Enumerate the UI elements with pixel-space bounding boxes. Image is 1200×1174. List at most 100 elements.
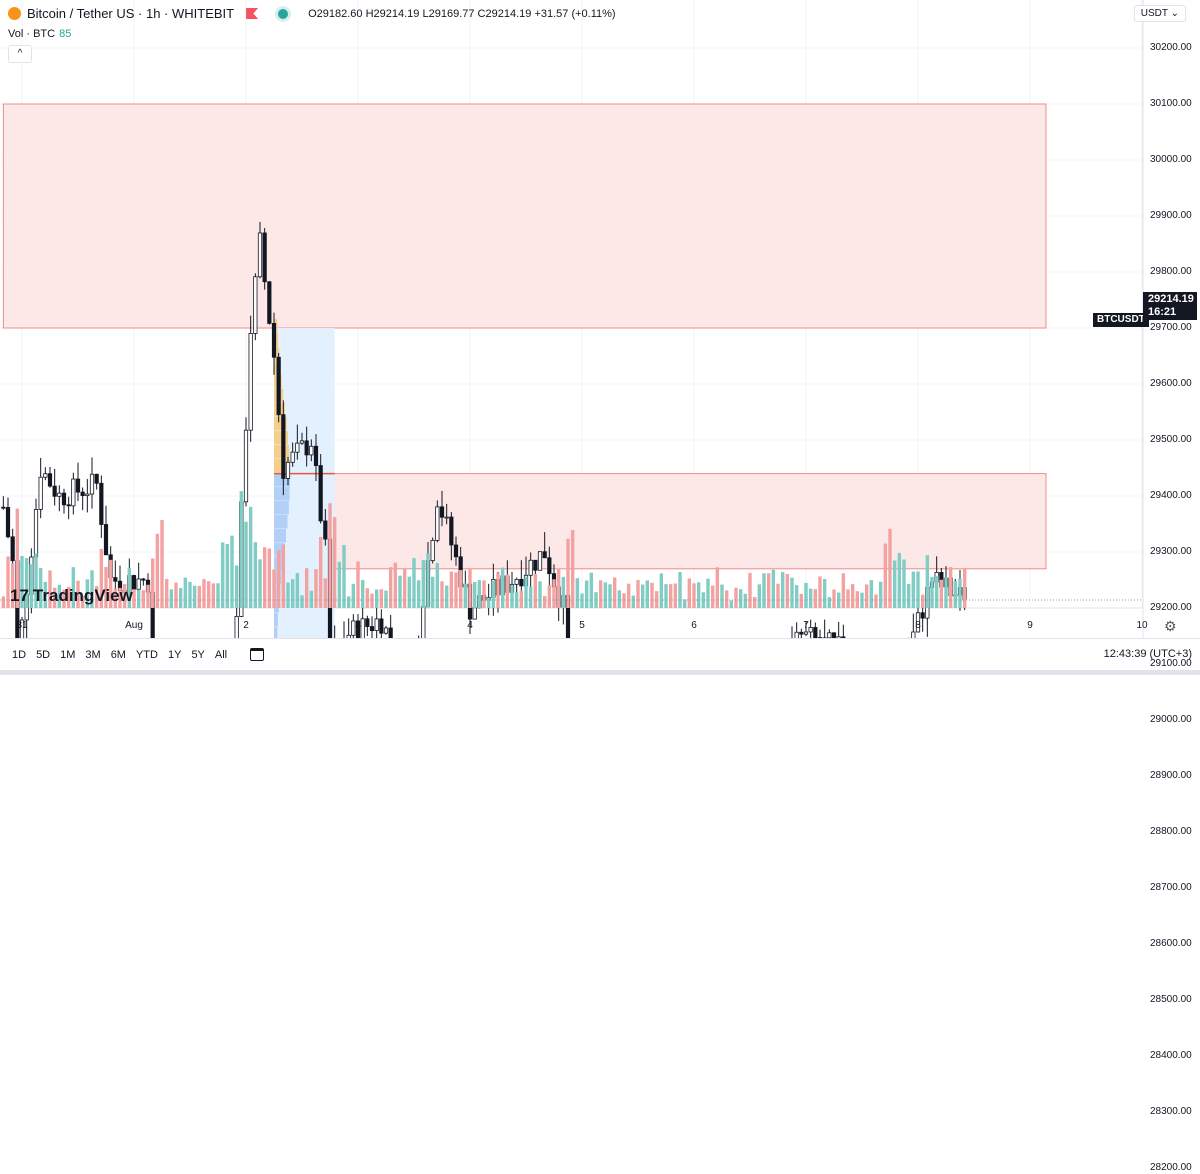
- volume-bar: [744, 594, 747, 608]
- resistance-zone: [3, 104, 1046, 328]
- volume-bar: [627, 584, 630, 608]
- volume-bar: [599, 580, 602, 608]
- range-button-1y[interactable]: 1Y: [168, 649, 181, 661]
- volume-bar: [552, 579, 555, 608]
- volume-bar: [184, 578, 187, 608]
- range-button-1m[interactable]: 1M: [60, 649, 75, 661]
- volume-bar: [795, 585, 798, 608]
- volume-bar: [352, 584, 355, 608]
- time-tick: 3: [355, 620, 361, 631]
- volume-bar: [468, 569, 471, 608]
- symbol-price-tag: BTCUSDT: [1093, 313, 1149, 327]
- candle-body: [375, 619, 378, 631]
- range-button-6m[interactable]: 6M: [111, 649, 126, 661]
- currency-select[interactable]: USDT ⌄: [1134, 5, 1186, 22]
- candle-body: [800, 632, 803, 634]
- volume-bar: [846, 589, 849, 608]
- volume-profile-bar: [274, 431, 288, 445]
- price-tick: 29400.00: [1150, 490, 1192, 502]
- volume-bar: [613, 577, 616, 608]
- symbol-legend: Bitcoin / Tether US · 1h · WHITEBIT O291…: [8, 6, 616, 21]
- volume-bar: [249, 507, 252, 608]
- volume-bar: [268, 548, 271, 608]
- candle-body: [296, 443, 299, 452]
- candle-body: [48, 474, 51, 486]
- volume-bar: [431, 577, 434, 608]
- price-tick: 29000.00: [1150, 714, 1192, 726]
- volume-bar: [963, 569, 966, 608]
- volume-bar: [790, 578, 793, 608]
- volume-bar: [608, 584, 611, 608]
- volume-profile-bar: [274, 627, 277, 638]
- volume-bar: [160, 520, 163, 608]
- volume-bar: [454, 572, 457, 608]
- volume-bar: [380, 589, 383, 608]
- volume-bar: [692, 583, 695, 608]
- price-tick: 29700.00: [1150, 322, 1192, 334]
- volume-bar: [450, 571, 453, 608]
- price-tick: 29900.00: [1150, 210, 1192, 222]
- volume-bar: [590, 573, 593, 608]
- volume-bar: [781, 572, 784, 608]
- candle-body: [277, 357, 280, 414]
- symbol-title[interactable]: Bitcoin / Tether US · 1h · WHITEBIT: [27, 6, 234, 21]
- range-button-5d[interactable]: 5D: [36, 649, 50, 661]
- volume-bar: [473, 582, 476, 608]
- volume-bar: [557, 569, 560, 608]
- range-button-ytd[interactable]: YTD: [136, 649, 158, 661]
- volume-bar: [678, 572, 681, 608]
- candle-body: [548, 558, 551, 574]
- time-tick: 7: [803, 620, 809, 631]
- candle-body: [515, 579, 518, 584]
- volume-bar: [865, 584, 868, 608]
- price-tick: 29600.00: [1150, 378, 1192, 390]
- candle-body: [534, 560, 537, 570]
- range-button-all[interactable]: All: [215, 649, 227, 661]
- volume-bar: [604, 582, 607, 608]
- volume-bar: [375, 589, 378, 608]
- last-price: 29214.19: [1148, 293, 1192, 306]
- volume-bar: [230, 536, 233, 608]
- tradingview-icon: 17: [10, 586, 29, 606]
- volume-bar: [496, 573, 499, 608]
- volume-bar: [193, 586, 196, 608]
- volume-label: Vol · BTC: [8, 28, 55, 40]
- volume-bar: [361, 580, 364, 608]
- volume-bar: [814, 589, 817, 608]
- collapse-legend-button[interactable]: ^: [8, 45, 32, 63]
- volume-bar: [324, 578, 327, 608]
- time-tick: 4: [467, 620, 473, 631]
- gear-icon[interactable]: ⚙: [1164, 618, 1177, 635]
- candle-body: [137, 579, 140, 589]
- price-tick: 28600.00: [1150, 938, 1192, 950]
- volume-bar: [650, 583, 653, 608]
- volume-bar: [641, 585, 644, 608]
- volume-bar: [2, 596, 5, 608]
- candle-body: [473, 608, 476, 619]
- volume-bar: [482, 580, 485, 608]
- clock[interactable]: 12:43:39 (UTC+3): [1104, 648, 1192, 660]
- time-tick: 10: [1136, 620, 1147, 631]
- time-tick: 8: [915, 620, 921, 631]
- candle-body: [263, 233, 266, 282]
- volume-bar: [506, 574, 509, 608]
- volume-bar: [240, 491, 243, 608]
- price-tick: 28200.00: [1150, 1162, 1192, 1174]
- volume-bar: [538, 581, 541, 608]
- range-button-1d[interactable]: 1D: [12, 649, 26, 661]
- range-button-3m[interactable]: 3M: [85, 649, 100, 661]
- candle-body: [300, 441, 303, 443]
- calendar-icon[interactable]: [250, 648, 264, 661]
- candle-body: [380, 619, 383, 633]
- volume-bar: [944, 577, 947, 608]
- price-chart[interactable]: [0, 0, 1200, 638]
- range-button-5y[interactable]: 5Y: [191, 649, 204, 661]
- volume-bar: [212, 583, 215, 608]
- volume-bar: [170, 589, 173, 608]
- flag-icon[interactable]: [246, 8, 258, 19]
- volume-bar: [174, 583, 177, 608]
- volume-bar: [758, 584, 761, 608]
- volume-bar: [188, 582, 191, 608]
- volume-bar: [370, 594, 373, 608]
